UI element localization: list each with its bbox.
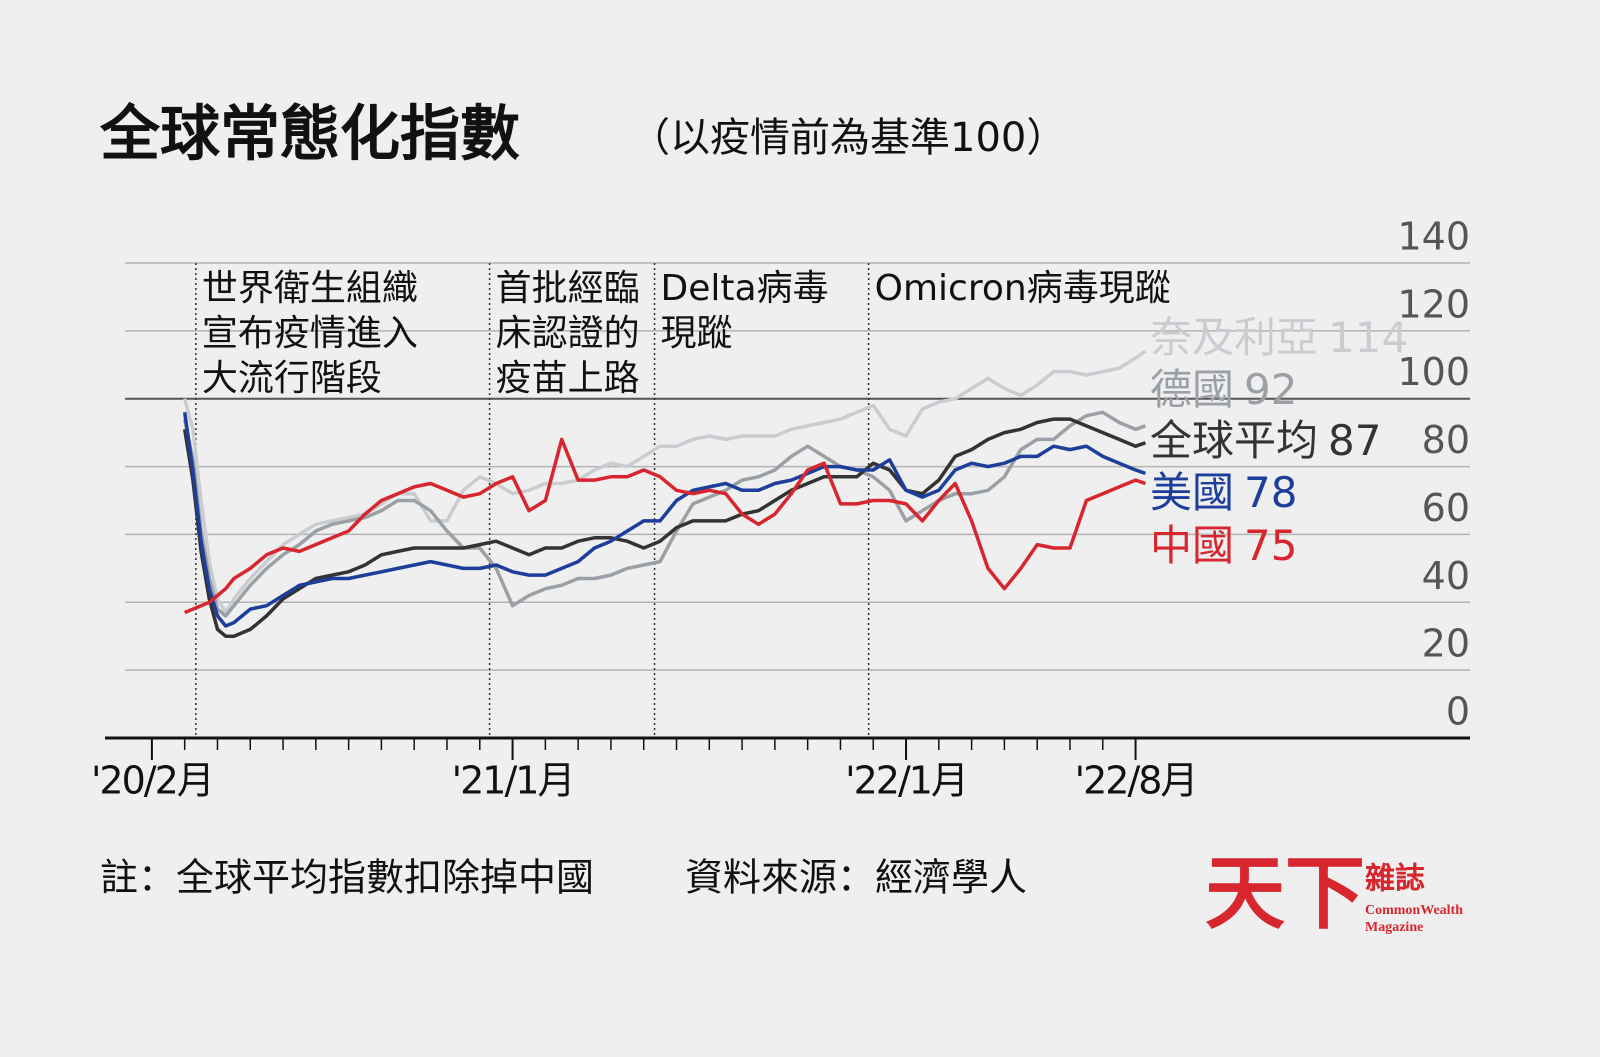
- series-end-label: 中國 75: [1150, 521, 1297, 570]
- logo-english: CommonWealth: [1365, 903, 1463, 918]
- series-name: 美國: [1150, 468, 1234, 517]
- annotation-text: 床認證的: [496, 313, 640, 354]
- annotation-text: 現蹤: [661, 313, 733, 354]
- series-end-value: 92: [1244, 365, 1297, 414]
- y-tick-label: 20: [1422, 622, 1470, 666]
- series-name: 奈及利亞: [1150, 313, 1318, 362]
- chart-subtitle: （以疫情前為基準100）: [630, 115, 1066, 161]
- x-tick-label: '22/1月: [845, 759, 967, 803]
- logo-english: Magazine: [1365, 920, 1423, 935]
- series-name: 全球平均: [1150, 416, 1318, 465]
- y-tick-label: 140: [1397, 215, 1470, 259]
- series-end-value: 114: [1328, 313, 1408, 362]
- y-tick-label: 120: [1397, 282, 1470, 326]
- y-tick-label: 40: [1422, 554, 1470, 598]
- annotation-text: 宣布疫情進入: [202, 313, 418, 354]
- x-tick-label: '20/2月: [91, 759, 213, 803]
- logo-mark: 天下: [1205, 846, 1365, 940]
- chart-title: 全球常態化指數: [99, 100, 520, 170]
- annotation-text: 大流行階段: [202, 358, 382, 399]
- y-tick-label: 0: [1446, 690, 1470, 734]
- annotation-text: Omicron病毒現蹤: [875, 268, 1171, 309]
- note: 註：全球平均指數扣除掉中國: [100, 856, 594, 900]
- y-tick-label: 100: [1397, 350, 1470, 394]
- series-name: 德國: [1150, 365, 1234, 414]
- x-tick-label: '21/1月: [452, 759, 574, 803]
- series-end-value: 78: [1244, 468, 1297, 517]
- annotation-text: 首批經臨: [496, 268, 640, 309]
- series-end-value: 87: [1328, 416, 1381, 465]
- x-tick-label: '22/8月: [1075, 759, 1197, 803]
- annotation-text: 世界衛生組織: [202, 268, 418, 309]
- y-tick-label: 80: [1422, 418, 1470, 462]
- logo-name: 雜誌: [1365, 862, 1425, 897]
- series-line: [184, 437, 1146, 615]
- series-end-label: 德國 92: [1150, 365, 1297, 414]
- series-name: 中國: [1150, 521, 1234, 570]
- source: 資料來源：經濟學人: [685, 856, 1027, 900]
- series-line: [182, 410, 1146, 618]
- series-end-label: 美國 78: [1150, 468, 1297, 517]
- series-line: [182, 412, 1146, 628]
- series-end-label: 奈及利亞 114: [1150, 313, 1408, 362]
- series-end-value: 75: [1244, 521, 1297, 570]
- annotation-text: 疫苗上路: [496, 358, 640, 399]
- y-tick-label: 60: [1422, 486, 1470, 530]
- annotation-text: Delta病毒: [661, 268, 829, 309]
- series-line: [183, 349, 1147, 615]
- series-end-label: 全球平均 87: [1150, 416, 1381, 465]
